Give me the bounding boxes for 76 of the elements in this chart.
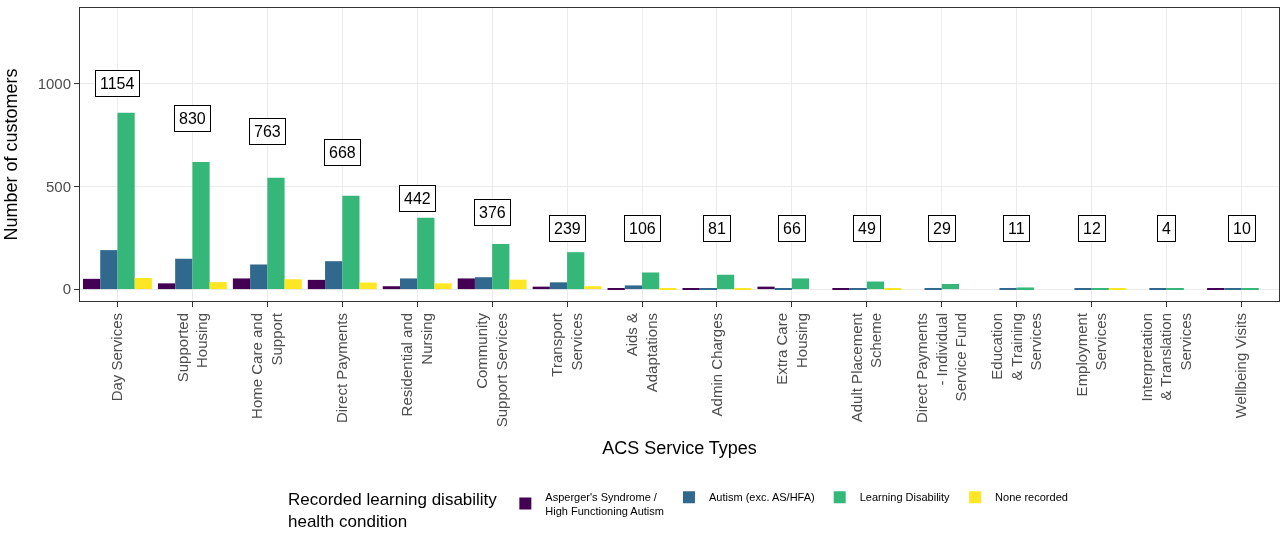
bar bbox=[342, 195, 360, 290]
x-tick-label: Extra Care Housing bbox=[773, 313, 810, 385]
annotation: 66 bbox=[783, 220, 801, 237]
bar bbox=[209, 282, 227, 290]
y-tick-label: 500 bbox=[45, 177, 71, 195]
x-axis-title: ACS Service Types bbox=[602, 438, 757, 459]
bar bbox=[134, 278, 152, 290]
legend-label: Autism (exc. AS/HFA) bbox=[708, 491, 815, 504]
annotation: 12 bbox=[1083, 220, 1101, 237]
x-tick-label: Employment Services bbox=[1072, 312, 1110, 397]
bar bbox=[232, 278, 251, 290]
x-tick-label: Wellbeing Visits bbox=[1232, 313, 1250, 419]
y-tick-label: 1000 bbox=[37, 75, 71, 93]
annotation: 830 bbox=[179, 110, 206, 127]
annotation: 4 bbox=[1162, 220, 1171, 237]
annotation: 1154 bbox=[100, 75, 135, 92]
bar bbox=[791, 278, 810, 290]
bar bbox=[492, 243, 510, 290]
y-axis-title: Number of customers bbox=[0, 68, 21, 241]
bar bbox=[941, 283, 960, 290]
x-tick-label: Education & Training Services bbox=[988, 313, 1045, 381]
x-tick-label: Transport Services bbox=[548, 312, 585, 377]
annotation: 668 bbox=[329, 144, 356, 161]
bar bbox=[417, 217, 435, 290]
bar bbox=[567, 252, 585, 290]
bar bbox=[359, 282, 377, 290]
annotation: 376 bbox=[479, 204, 506, 221]
bar bbox=[624, 285, 643, 290]
annotation: 49 bbox=[858, 220, 876, 237]
x-tick-label: Admin Charges bbox=[707, 313, 725, 417]
bar bbox=[267, 177, 285, 290]
bar bbox=[325, 261, 343, 290]
bar bbox=[382, 286, 400, 290]
annotation: 763 bbox=[254, 123, 281, 140]
x-tick-label: Residential and Nursing bbox=[398, 313, 435, 417]
bar bbox=[399, 278, 418, 290]
annotation: 81 bbox=[708, 220, 726, 237]
bar bbox=[192, 161, 210, 290]
bar bbox=[83, 278, 101, 290]
bar bbox=[434, 283, 452, 290]
annotation: 239 bbox=[554, 220, 581, 237]
legend-label: Learning Disability bbox=[859, 491, 951, 504]
annotation: 29 bbox=[933, 220, 951, 237]
bar bbox=[509, 279, 527, 290]
bar bbox=[100, 250, 118, 290]
annotation: 11 bbox=[1008, 220, 1025, 237]
annotation: 10 bbox=[1233, 220, 1251, 237]
x-tick-label: Day Services bbox=[108, 313, 126, 402]
bar bbox=[866, 281, 885, 290]
bar bbox=[284, 279, 302, 290]
legend-title: Recorded learning disability health condition bbox=[288, 489, 498, 531]
x-tick-label: Home Care and Support bbox=[248, 312, 285, 419]
x-tick-label: Community Support Services bbox=[473, 312, 510, 428]
x-tick-label: Adult Placement Scheme bbox=[847, 312, 885, 423]
bar bbox=[474, 277, 493, 290]
x-tick-label: Direct Payments - Individual Service Fund bbox=[913, 313, 970, 424]
x-tick-label: Direct Payments bbox=[333, 313, 351, 424]
y-tick-label: 0 bbox=[62, 280, 71, 298]
annotation: 106 bbox=[629, 220, 656, 237]
bar bbox=[175, 258, 193, 290]
bar bbox=[250, 264, 268, 290]
bar bbox=[716, 274, 735, 290]
bar bbox=[307, 279, 326, 290]
annotation: 442 bbox=[404, 190, 431, 207]
bar bbox=[117, 112, 135, 290]
bar bbox=[584, 286, 602, 290]
bar bbox=[457, 278, 475, 290]
legend-label: None recorded bbox=[995, 491, 1068, 504]
bar bbox=[157, 283, 176, 290]
bar bbox=[642, 272, 660, 290]
x-tick-label: Interpretation & Translation Services bbox=[1137, 313, 1194, 402]
legend-label: Asperger's Syndrome / High Functioning Autism bbox=[545, 490, 664, 517]
x-tick-label: Supported Housing bbox=[173, 313, 211, 383]
bar bbox=[1016, 287, 1034, 290]
bar bbox=[549, 282, 568, 290]
x-tick-label: Aids & Adaptations bbox=[623, 313, 660, 393]
